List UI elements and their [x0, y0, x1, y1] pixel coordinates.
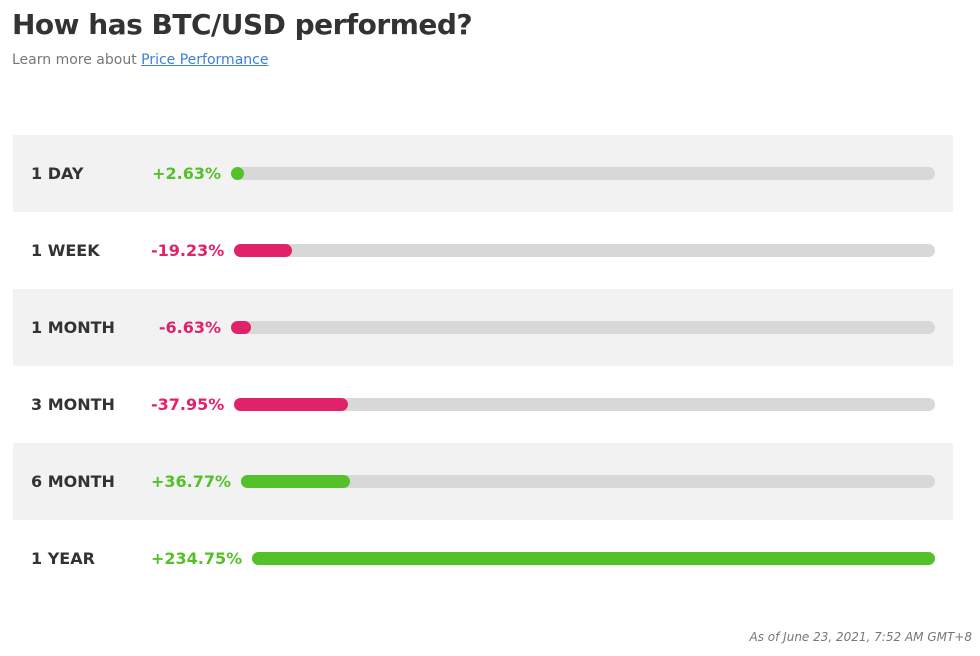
bar-track — [234, 398, 935, 411]
bar-track — [234, 244, 935, 257]
bar — [234, 398, 348, 411]
change-label: -19.23% — [151, 241, 225, 260]
bar-track — [231, 167, 935, 180]
bar-track — [231, 321, 935, 334]
link[interactable]: Price Performance — [141, 52, 269, 68]
row: 1 YEAR +234.75% — [13, 520, 953, 597]
bar — [252, 552, 935, 565]
period-label: 1 WEEK — [31, 241, 100, 260]
row: 6 MONTH +36.77% — [13, 443, 953, 520]
change-label: -37.95% — [151, 395, 225, 414]
footer: As of June 23, 2021, 7:52 AM GMT+8 — [749, 630, 972, 644]
period-label: 6 MONTH — [31, 472, 115, 491]
bar-track — [252, 552, 935, 565]
performance-list: 1 DAY +2.63% 1 WEEK -19.23% 1 MONTH -6.63% 3 M… — [13, 135, 953, 597]
bar — [231, 321, 251, 334]
change-label: +36.77% — [151, 472, 232, 491]
period-label: 1 MONTH — [31, 318, 115, 337]
bar-track — [241, 475, 935, 488]
row: 1 WEEK -19.23% — [13, 212, 953, 289]
row: 3 MONTH -37.95% — [13, 366, 953, 443]
period-label: 1 YEAR — [31, 549, 95, 568]
bar — [234, 244, 292, 257]
period-label: 1 DAY — [31, 164, 84, 183]
row: 1 DAY +2.63% — [13, 135, 953, 212]
bar — [231, 167, 244, 180]
subtitle-line: Learn more about Price Performance — [12, 52, 268, 68]
subtitle: Learn more about — [12, 52, 137, 68]
period-label: 3 MONTH — [31, 395, 115, 414]
row: 1 MONTH -6.63% — [13, 289, 953, 366]
change-label: +2.63% — [152, 164, 221, 183]
bar — [241, 475, 350, 488]
change-label: +234.75% — [151, 549, 243, 568]
title: How has BTC/USD performed? — [12, 8, 473, 41]
change-label: -6.63% — [158, 318, 221, 337]
